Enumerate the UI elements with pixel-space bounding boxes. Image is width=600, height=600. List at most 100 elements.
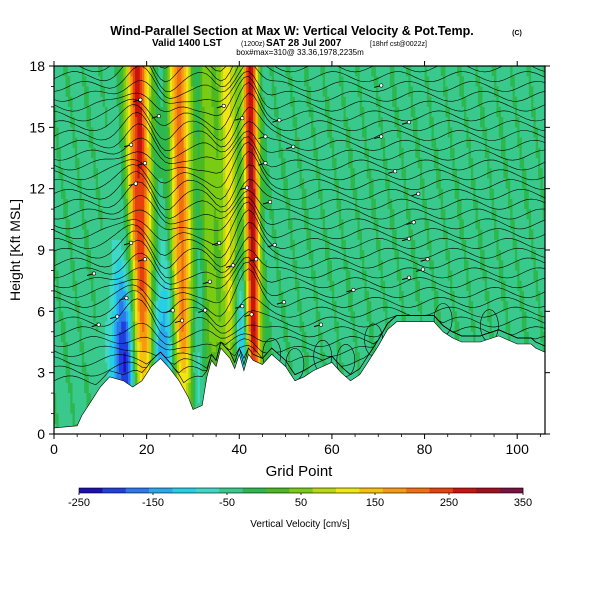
velocity-cell: [329, 147, 333, 261]
velocity-cell: [172, 270, 175, 291]
velocity-cell: [232, 66, 236, 261]
velocity-cell: [144, 106, 148, 158]
velocity-cell: [86, 372, 90, 414]
velocity-cell: [255, 311, 259, 353]
velocity-cell: [491, 66, 495, 77]
velocity-cell: [91, 66, 94, 128]
velocity-cell: [327, 239, 331, 281]
velocity-cell: [531, 260, 534, 373]
velocity-cell: [366, 66, 370, 148]
velocity-cell: [540, 311, 544, 342]
wind-vector-head: [281, 300, 286, 305]
velocity-cell: [236, 106, 240, 250]
velocity-cell: [440, 188, 444, 220]
velocity-cell: [306, 106, 310, 210]
wind-vector-head: [411, 220, 416, 225]
velocity-cell: [297, 311, 300, 424]
velocity-cell: [123, 290, 127, 312]
velocity-cell: [88, 147, 92, 250]
velocity-cell: [366, 178, 370, 291]
velocity-cell: [510, 86, 513, 199]
velocity-cell: [445, 260, 449, 373]
velocity-cell: [297, 168, 300, 281]
velocity-cell: [250, 66, 254, 148]
velocity-cell: [165, 106, 168, 230]
velocity-cell: [431, 117, 435, 148]
velocity-cell: [482, 137, 486, 250]
velocity-cell: [278, 301, 282, 414]
velocity-cell: [267, 66, 270, 169]
y-axis-label: Height [Kft MSL]: [7, 199, 23, 301]
velocity-cell: [366, 290, 370, 322]
velocity-cell: [74, 137, 78, 169]
velocity-cell: [480, 229, 483, 271]
velocity-cell: [329, 66, 333, 118]
velocity-cell: [188, 280, 192, 383]
velocity-cell: [315, 178, 319, 291]
velocity-cell: [102, 86, 106, 107]
velocity-cell: [72, 117, 76, 148]
velocity-cell: [531, 66, 534, 87]
velocity-cell: [514, 127, 518, 240]
velocity-cell: [355, 219, 358, 332]
theta-contour: [54, 196, 545, 232]
velocity-cell: [206, 66, 210, 302]
colorbar-swatch: [452, 488, 477, 493]
velocity-cell: [267, 168, 270, 210]
velocity-cell: [93, 321, 97, 434]
velocity-cell: [308, 86, 312, 118]
velocity-cell: [246, 239, 249, 281]
velocity-cell: [482, 106, 486, 138]
velocity-cell: [352, 66, 356, 169]
velocity-cell: [276, 66, 280, 107]
velocity-cell: [482, 66, 486, 107]
velocity-cell: [81, 86, 85, 199]
velocity-cell: [123, 188, 127, 230]
velocity-cell: [165, 229, 168, 261]
velocity-cell: [415, 158, 419, 261]
velocity-cell: [81, 342, 85, 373]
velocity-cell: [174, 260, 178, 291]
velocity-cell: [327, 137, 331, 240]
wind-vector-head: [407, 275, 412, 280]
velocity-cell: [271, 239, 275, 353]
velocity-cell: [148, 188, 152, 230]
velocity-cell: [104, 106, 108, 128]
velocity-cell: [456, 219, 460, 322]
velocity-cell: [151, 270, 154, 394]
velocity-cell: [148, 66, 152, 97]
velocity-cell: [213, 66, 217, 138]
velocity-cell: [197, 158, 201, 189]
velocity-cell: [118, 260, 122, 281]
velocity-cell: [190, 66, 194, 87]
velocity-cell: [512, 106, 516, 220]
velocity-cell: [375, 66, 379, 77]
velocity-cell: [424, 229, 428, 342]
velocity-cell: [79, 66, 83, 179]
velocity-cell: [176, 352, 180, 383]
velocity-cell: [521, 188, 525, 291]
velocity-cell: [514, 66, 518, 97]
velocity-cell: [470, 66, 474, 158]
velocity-cell: [167, 127, 171, 230]
velocity-cell: [121, 321, 124, 394]
velocity-cell: [387, 66, 391, 179]
theta-contour: [54, 201, 545, 246]
chart-subtitle-tz: (1200z): [241, 41, 265, 48]
velocity-cell: [519, 66, 523, 138]
velocity-cell: [118, 66, 122, 148]
velocity-cell: [290, 250, 293, 363]
y-tick-label: 12: [29, 181, 45, 197]
velocity-cell: [357, 209, 361, 240]
velocity-cell: [510, 198, 513, 230]
colorbar-swatch: [336, 488, 360, 493]
velocity-cell: [253, 188, 256, 322]
velocity-cell: [313, 127, 317, 158]
velocity-cell: [422, 178, 425, 210]
velocity-cell: [192, 301, 196, 353]
velocity-cell: [54, 106, 57, 138]
velocity-cell: [507, 178, 511, 210]
velocity-cell: [135, 260, 138, 271]
velocity-cell: [128, 301, 131, 312]
colorbar-swatch: [476, 488, 500, 493]
